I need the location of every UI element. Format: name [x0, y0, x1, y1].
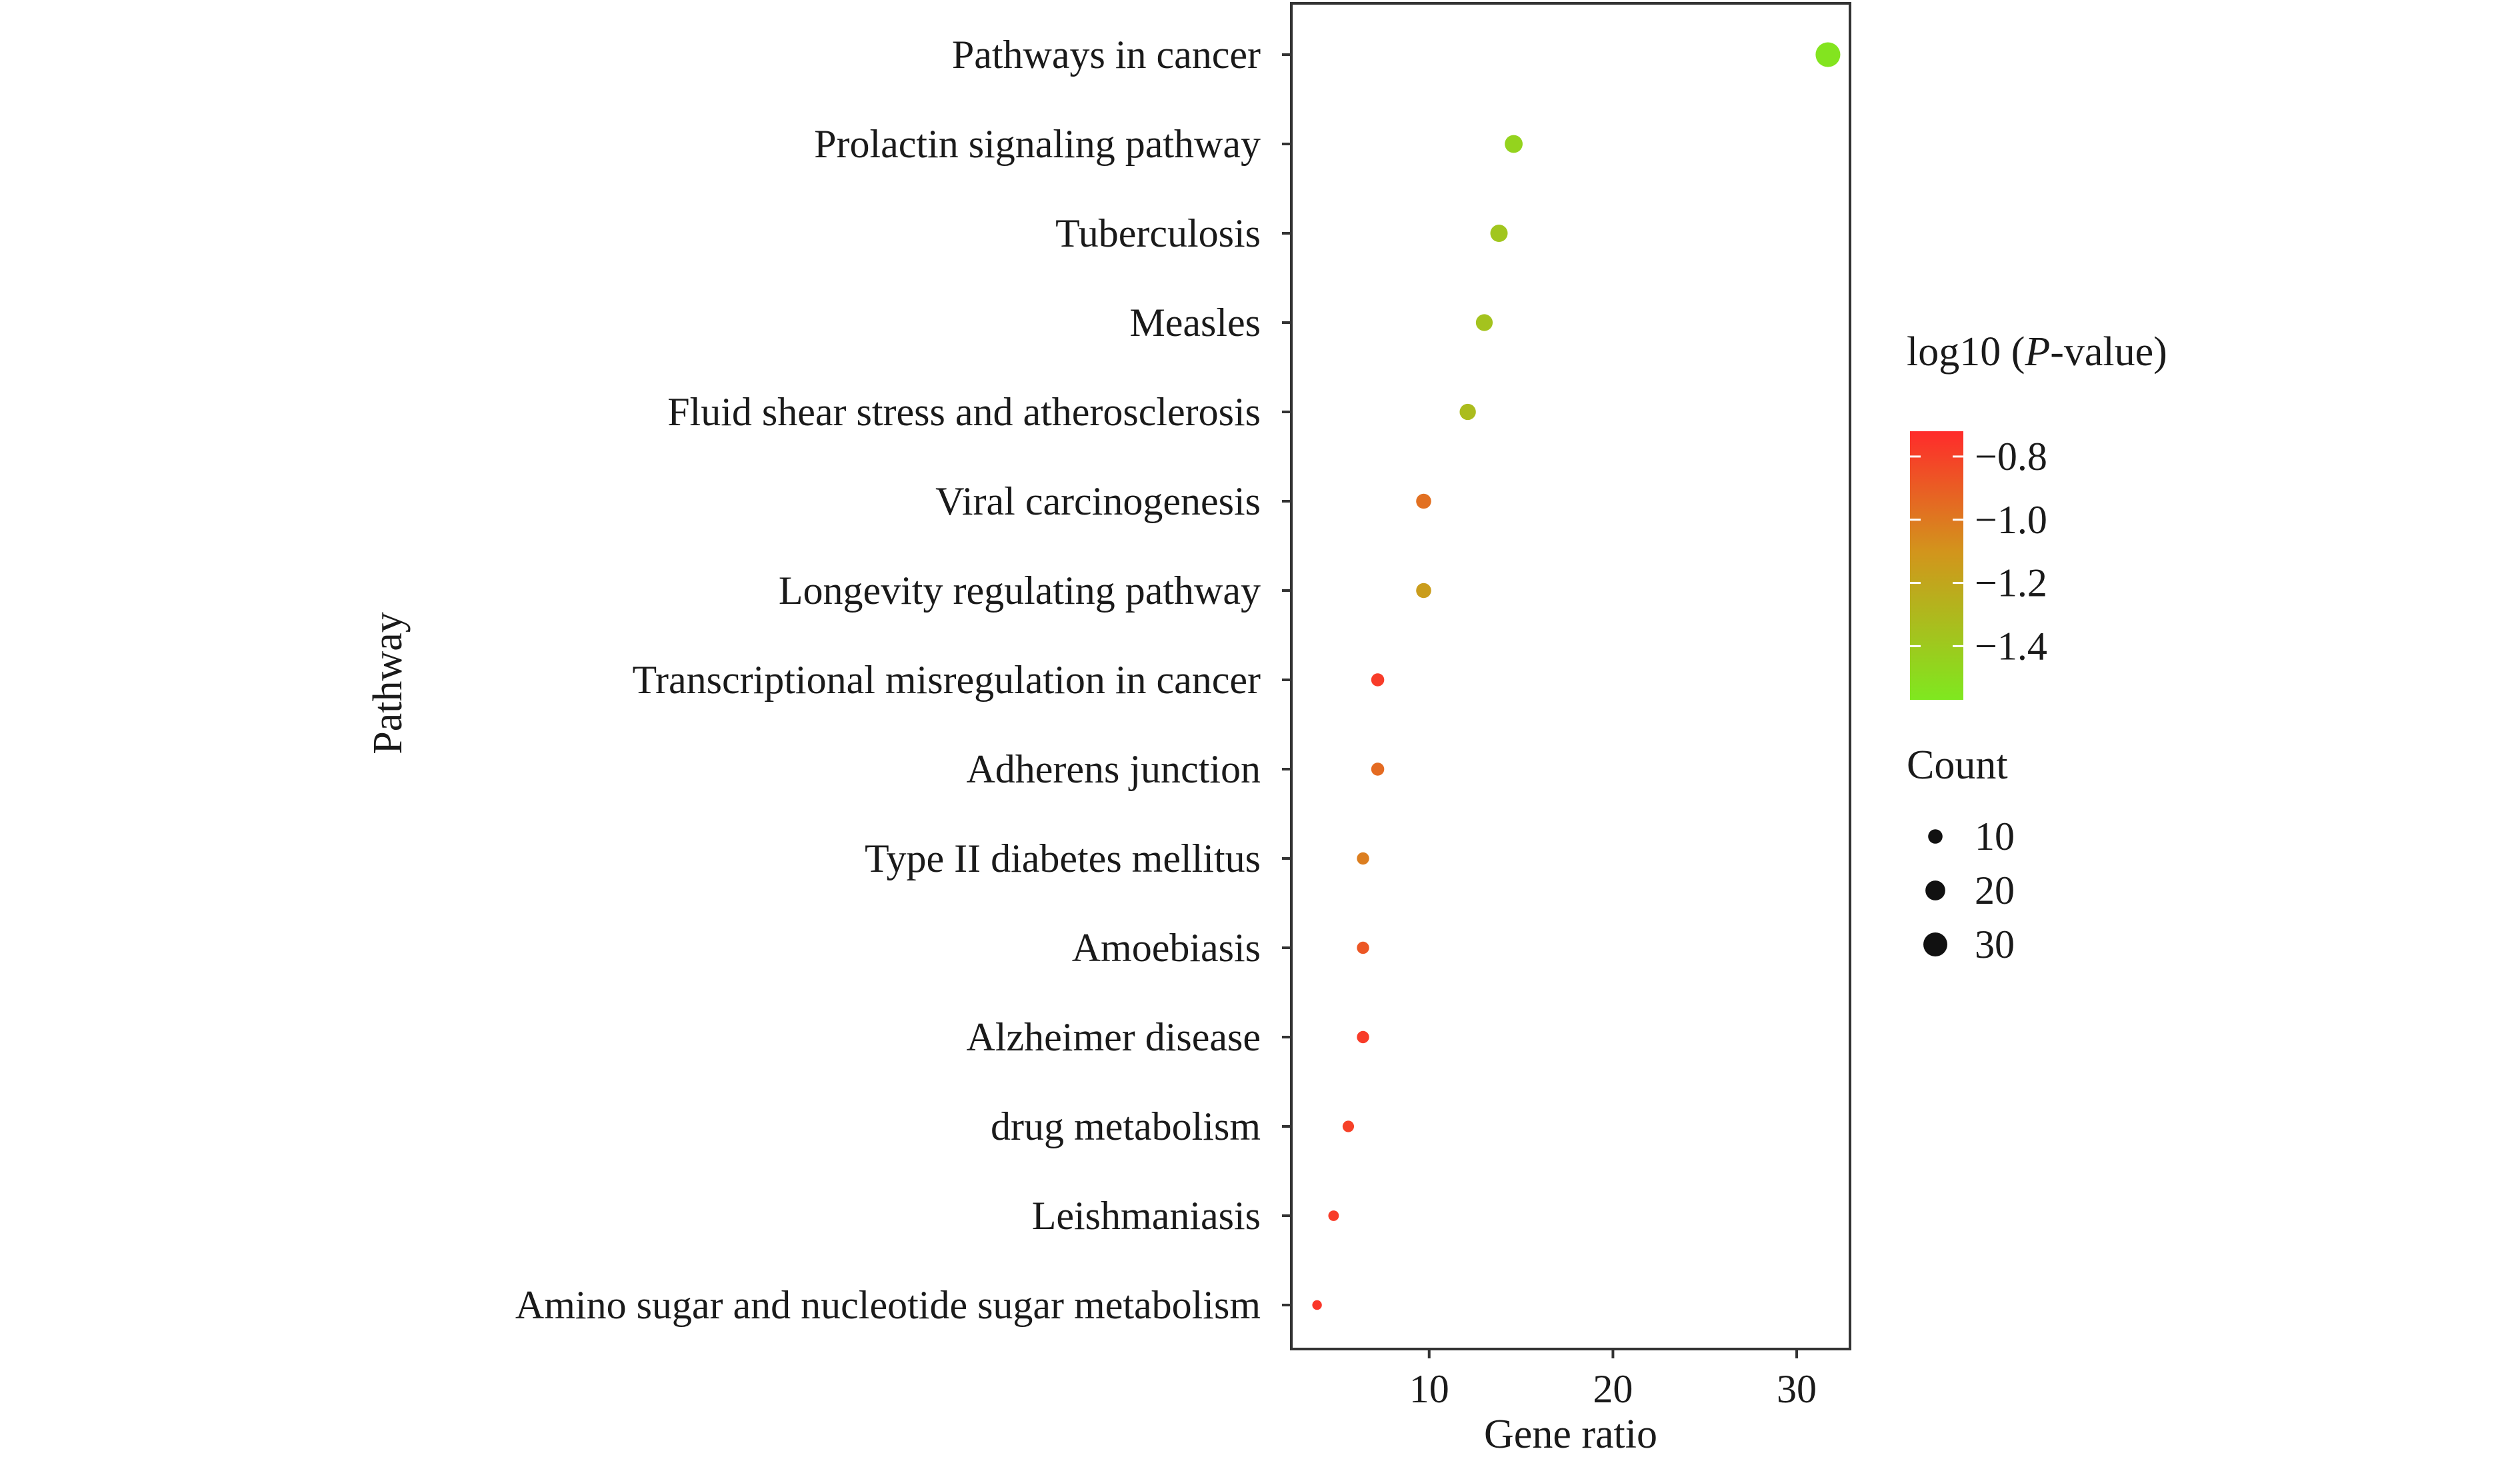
- data-point: [1490, 224, 1508, 243]
- color-legend-ticks: −0.8 −1.0 −1.2 −1.4: [1910, 435, 2047, 668]
- color-legend-title: log10 (P-value): [1907, 329, 2167, 375]
- color-legend: log10 (P-value) −0.8 −1.0 −1.2 −1.4: [1907, 329, 2167, 700]
- color-tick-label: −1.4: [1975, 624, 2047, 668]
- data-point: [1505, 135, 1523, 153]
- data-point: [1416, 493, 1431, 509]
- size-legend-label: 20: [1975, 868, 2015, 912]
- x-axis-title: Gene ratio: [1484, 1412, 1657, 1457]
- y-tick-label: Transcriptional misregulation in cancer: [632, 658, 1261, 702]
- color-tick-label: −0.8: [1975, 435, 2047, 479]
- y-axis: Pathways in cancer Prolactin signaling pa…: [515, 33, 1291, 1327]
- data-point: [1371, 762, 1385, 776]
- data-point: [1312, 1300, 1322, 1310]
- y-tick-label: drug metabolism: [991, 1104, 1261, 1148]
- size-legend-dot: [1925, 880, 1945, 900]
- color-tick-label: −1.2: [1975, 561, 2047, 605]
- y-tick-label: Tuberculosis: [1055, 211, 1261, 255]
- data-point: [1357, 941, 1369, 954]
- size-legend-items: 10 20 30: [1923, 814, 2015, 966]
- color-bar: [1910, 431, 1963, 700]
- x-tick-label: 20: [1593, 1367, 1633, 1411]
- data-points: [1312, 42, 1841, 1310]
- data-point: [1416, 583, 1431, 599]
- y-tick-label: Amino sugar and nucleotide sugar metabol…: [515, 1283, 1261, 1327]
- y-tick-label: Measles: [1129, 301, 1261, 345]
- data-point: [1815, 42, 1841, 67]
- y-tick-label: Adherens junction: [966, 747, 1261, 791]
- color-tick-label: −1.0: [1975, 498, 2047, 542]
- size-legend-label: 30: [1975, 922, 2015, 966]
- data-point: [1475, 314, 1493, 331]
- size-legend-label: 10: [1975, 814, 2015, 858]
- data-point: [1357, 852, 1369, 865]
- size-legend-dot: [1923, 932, 1947, 956]
- data-point: [1371, 673, 1385, 687]
- y-tick-label: Prolactin signaling pathway: [814, 122, 1261, 166]
- y-tick-label: Viral carcinogenesis: [935, 479, 1261, 523]
- size-legend: Count 10 20 30: [1907, 742, 2015, 966]
- data-point: [1357, 1030, 1369, 1044]
- y-tick-label: Longevity regulating pathway: [779, 569, 1261, 613]
- y-tick-label: Fluid shear stress and atherosclerosis: [667, 390, 1261, 434]
- x-tick-label: 10: [1409, 1367, 1449, 1411]
- plot-panel: [1290, 2, 1851, 1350]
- y-tick-label: Amoebiasis: [1072, 926, 1261, 970]
- x-axis: 10 20 30: [1409, 1349, 1817, 1411]
- y-tick-label: Leishmaniasis: [1032, 1194, 1261, 1238]
- y-tick-label: Pathways in cancer: [952, 33, 1261, 77]
- data-point: [1328, 1210, 1339, 1221]
- size-legend-dot: [1928, 829, 1943, 844]
- y-tick-label: Alzheimer disease: [967, 1015, 1261, 1059]
- data-point: [1342, 1120, 1355, 1132]
- y-axis-title: Pathway: [365, 612, 411, 754]
- y-tick-label: Type II diabetes mellitus: [865, 836, 1261, 880]
- size-legend-title: Count: [1907, 742, 2008, 788]
- data-point: [1459, 403, 1476, 421]
- x-tick-label: 30: [1777, 1367, 1817, 1411]
